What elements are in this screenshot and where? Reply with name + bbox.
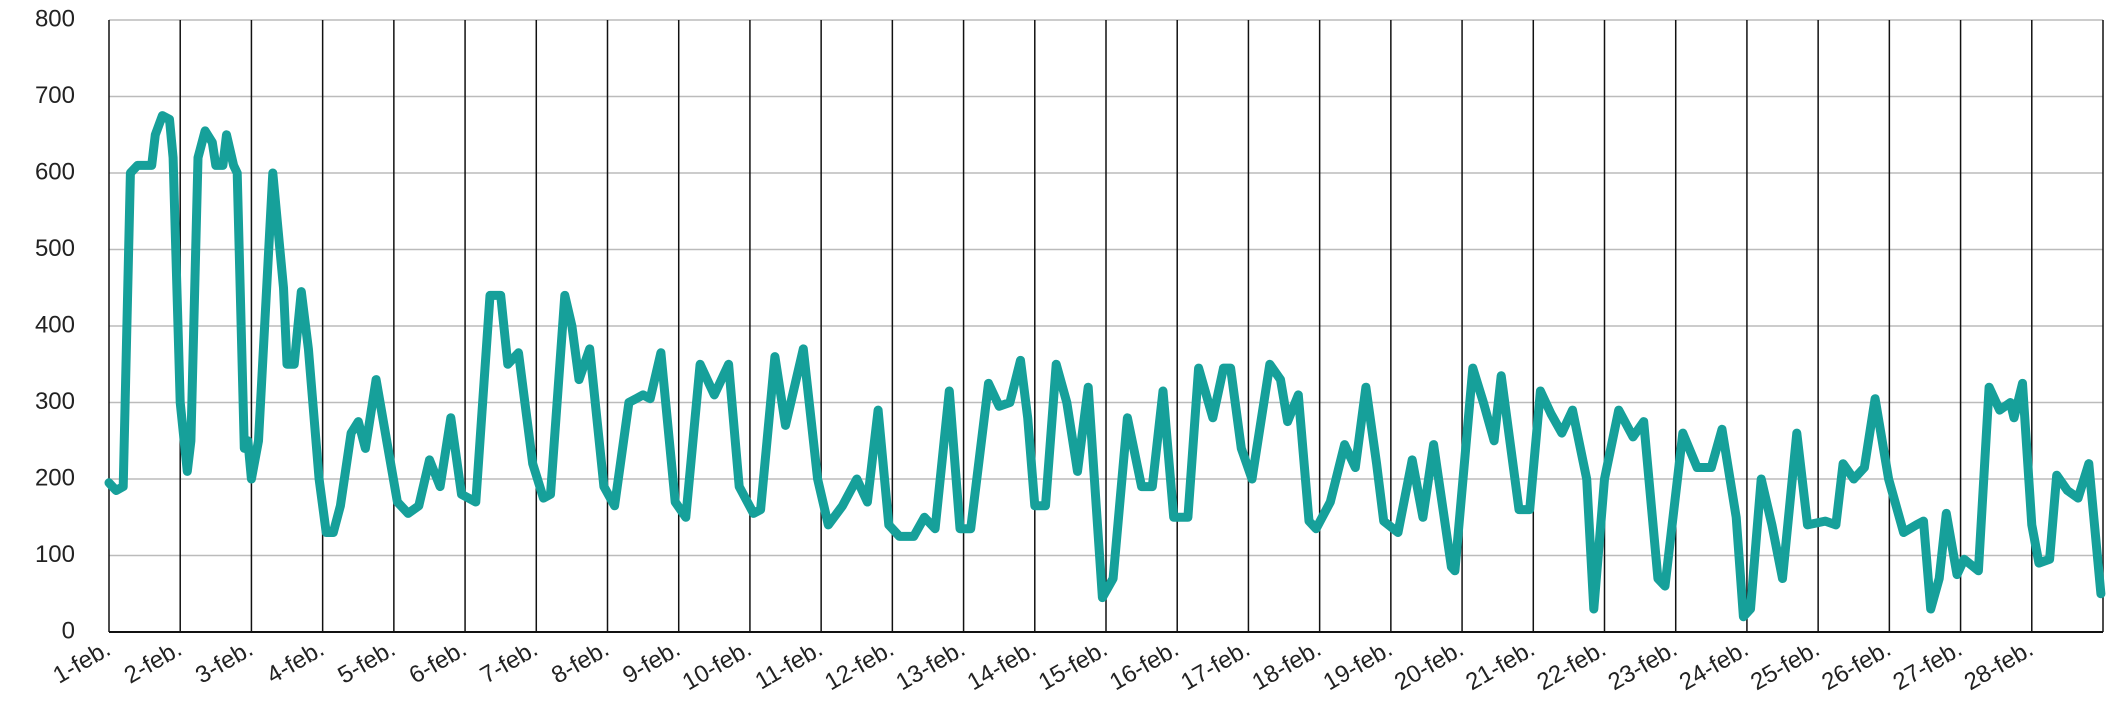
x-tick-label: 26-feb. xyxy=(1817,635,1895,696)
x-tick-label: 1-feb. xyxy=(49,635,116,689)
x-tick-label: 20-feb. xyxy=(1390,635,1468,696)
y-tick-label: 800 xyxy=(35,5,75,32)
y-tick-label: 300 xyxy=(35,388,75,415)
x-tick-label: 14-feb. xyxy=(963,635,1041,696)
y-tick-label: 400 xyxy=(35,311,75,338)
x-tick-label: 24-feb. xyxy=(1675,635,1753,696)
x-tick-label: 3-feb. xyxy=(191,635,258,689)
y-tick-label: 0 xyxy=(62,617,75,644)
x-tick-label: 4-feb. xyxy=(262,635,329,689)
x-tick-label: 25-feb. xyxy=(1746,635,1824,696)
x-tick-label: 16-feb. xyxy=(1105,635,1183,696)
x-tick-label: 19-feb. xyxy=(1319,635,1397,696)
y-tick-label: 500 xyxy=(35,235,75,262)
line-series xyxy=(104,111,2106,622)
x-tick-label: 23-feb. xyxy=(1604,635,1682,696)
x-tick-label: 28-feb. xyxy=(1960,635,2038,696)
x-tick-label: 27-feb. xyxy=(1889,635,1967,696)
x-tick-label: 10-feb. xyxy=(678,635,756,696)
y-tick-label: 100 xyxy=(35,541,75,568)
x-tick-label: 11-feb. xyxy=(751,635,828,695)
y-tick-label: 700 xyxy=(35,82,75,109)
x-tick-label: 2-feb. xyxy=(120,635,187,689)
x-tick-label: 21-feb. xyxy=(1461,635,1539,696)
x-tick-label: 22-feb. xyxy=(1532,635,1610,696)
x-tick-label: 9-feb. xyxy=(618,635,685,689)
x-tick-label: 5-feb. xyxy=(333,635,400,689)
x-tick-label: 18-feb. xyxy=(1248,635,1326,696)
x-tick-label: 17-feb. xyxy=(1176,635,1254,696)
x-tick-label: 7-feb. xyxy=(476,635,543,689)
y-tick-label: 200 xyxy=(35,464,75,491)
x-tick-label: 12-feb. xyxy=(820,635,898,696)
y-tick-label: 600 xyxy=(35,158,75,185)
x-tick-label: 15-feb. xyxy=(1034,635,1112,696)
x-tick-label: 13-feb. xyxy=(892,635,970,696)
x-tick-label: 6-feb. xyxy=(405,635,472,689)
x-tick-label: 8-feb. xyxy=(547,635,614,689)
